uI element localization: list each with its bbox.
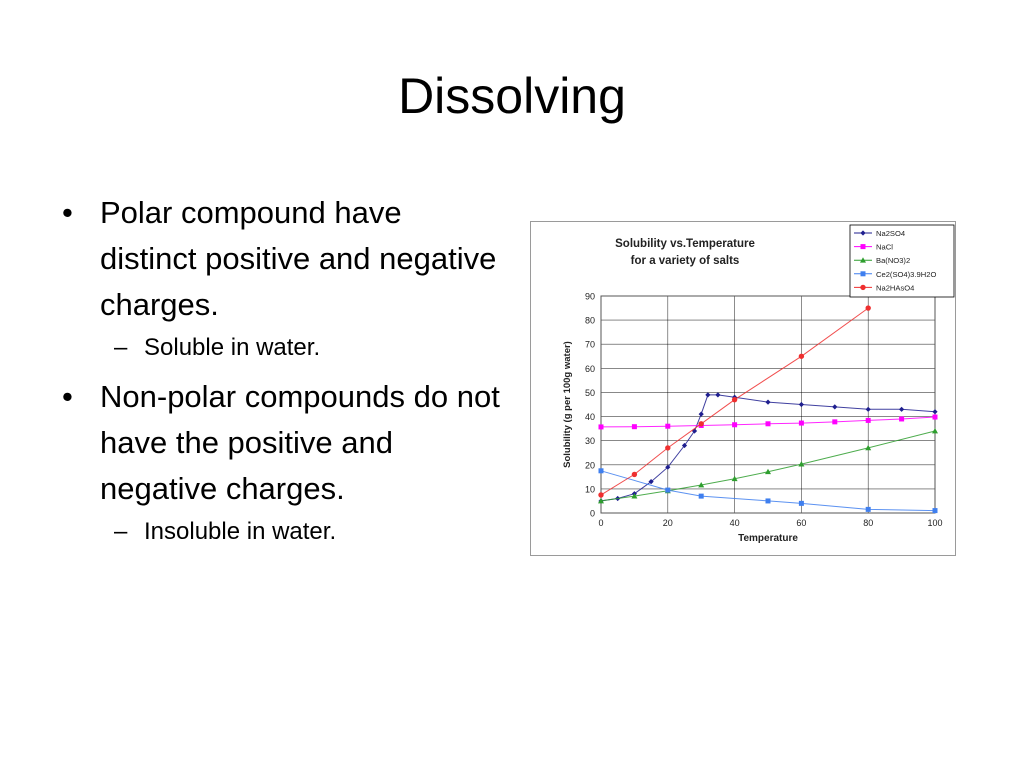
data-point [665, 445, 671, 451]
x-tick-label: 100 [927, 518, 942, 528]
data-point [798, 401, 804, 408]
sub-bullet-item: – Insoluble in water. [62, 516, 502, 548]
y-tick-label: 10 [585, 484, 595, 494]
data-point [631, 471, 638, 478]
data-point [798, 420, 804, 426]
x-tick-label: 60 [796, 518, 806, 528]
data-point [932, 508, 938, 514]
x-tick-label: 40 [730, 518, 740, 528]
data-point [865, 444, 872, 451]
data-point [691, 428, 698, 434]
data-point [598, 497, 604, 504]
bullet-dot: • [62, 195, 73, 230]
data-point [598, 468, 604, 474]
bullet-text: Polar compound have distinct positive an… [100, 195, 497, 322]
y-tick-label: 80 [585, 316, 595, 326]
data-point [765, 468, 771, 475]
chart-title-line: Solubility vs.Temperature [615, 238, 755, 250]
x-tick-label: 20 [663, 518, 673, 528]
chart-title-line: for a variety of salts [631, 255, 740, 267]
data-point [665, 487, 671, 493]
data-point [598, 424, 604, 430]
legend-entry: Na2HAsO4 [876, 283, 914, 292]
bullet-list: • Polar compound have distinct positive … [62, 190, 502, 558]
sub-bullet-dash: – [114, 518, 128, 545]
legend-entry: Na2SO4 [876, 229, 905, 238]
legend-entry: NaCl [876, 243, 893, 252]
legend-entry: Ce2(SO4)3.9H2O [876, 270, 936, 279]
solubility-chart: Solubility vs.Temperature for a variety o… [530, 221, 956, 556]
data-point [631, 424, 637, 430]
data-point [631, 493, 638, 499]
y-tick-label: 60 [585, 364, 595, 374]
slide-title: Dissolving [398, 68, 626, 124]
y-tick-label: 70 [585, 340, 595, 350]
data-point [899, 406, 905, 412]
data-point [698, 421, 704, 427]
data-point [932, 428, 938, 434]
legend-swatch-marker [860, 257, 866, 263]
bullet-item: • Polar compound have distinct positive … [62, 190, 502, 328]
data-point [731, 396, 738, 403]
legend-entry: Ba(NO3)2 [876, 256, 910, 265]
y-tick-label: 30 [585, 436, 595, 446]
y-tick-label: 0 [590, 509, 595, 519]
plot-area [600, 295, 936, 514]
sub-bullet-dash: – [114, 334, 128, 361]
y-axis-label: Solubility (g per 100g water) [562, 341, 573, 468]
y-tick-label: 50 [585, 388, 595, 398]
legend-swatch-marker [860, 284, 866, 291]
y-tick-label: 90 [585, 292, 595, 302]
data-point [865, 506, 871, 512]
data-point [681, 442, 688, 449]
x-tick-label: 0 [598, 518, 603, 528]
legend-box [849, 224, 955, 298]
legend-swatch-marker [860, 271, 866, 277]
data-point [932, 414, 938, 420]
data-point [798, 500, 804, 506]
x-tick-label: 80 [863, 518, 873, 528]
legend-swatch-marker [860, 244, 866, 250]
data-point [698, 482, 705, 488]
data-point [798, 353, 805, 359]
data-point [765, 498, 771, 504]
data-point [648, 479, 654, 485]
bullet-item: • Non-polar compounds do not have the po… [62, 374, 502, 512]
data-point [598, 492, 604, 498]
data-point [765, 421, 771, 427]
data-point [732, 422, 738, 428]
sub-bullet-text: Soluble in water. [144, 334, 321, 361]
data-point [832, 419, 838, 425]
chart-svg: Solubility vs.Temperature for a variety o… [530, 221, 956, 556]
y-tick-label: 20 [585, 460, 595, 470]
x-axis-label: Temperature [738, 533, 798, 544]
data-point [865, 305, 871, 311]
data-point [932, 409, 938, 415]
data-point [798, 461, 805, 467]
y-tick-label: 40 [585, 412, 595, 422]
sub-bullet-text: Insoluble in water. [144, 518, 337, 545]
data-point [731, 475, 738, 482]
bullet-dot: • [62, 379, 73, 414]
data-point [899, 416, 905, 422]
legend-swatch-marker [860, 230, 866, 236]
data-point [698, 493, 704, 499]
sub-bullet-item: – Soluble in water. [62, 332, 502, 364]
data-point [865, 417, 871, 423]
bullet-text: Non-polar compounds do not have the posi… [100, 379, 500, 506]
data-point [665, 423, 671, 429]
